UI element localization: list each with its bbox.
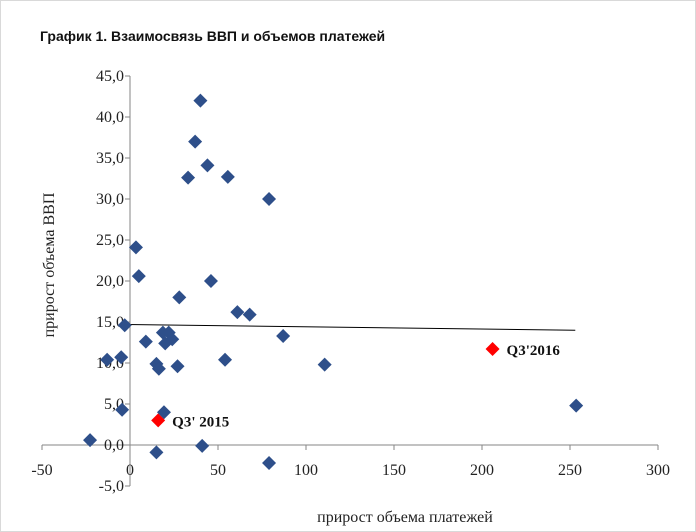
highlight-point [151,413,166,428]
chart-title: График 1. Взаимосвязь ВВП и объемов плат… [40,28,385,44]
trendline [124,323,576,331]
point [170,359,185,374]
x-tick-label: 0 [126,462,134,479]
point [156,405,171,420]
y-tick-label: 25,0 [96,232,124,249]
y-tick-label: 15,0 [96,314,124,331]
point [149,445,164,460]
point [276,328,291,343]
annotation: Q3' 2015 [172,414,229,430]
y-tick-label: 0,0 [104,437,124,454]
y-tick-label: 45,0 [96,68,124,85]
point [165,332,180,347]
point [242,307,257,322]
y-tick-label: 35,0 [96,150,124,167]
y-tick-label: -5,0 [99,478,124,495]
point [117,318,132,333]
point [172,290,187,305]
y-tick-label: 20,0 [96,273,124,290]
highlight-point [485,342,500,357]
x-tick-label: 100 [294,462,318,479]
x-axis-title: прирост объема платежей [317,509,493,526]
point [115,402,130,417]
annotation: Q3'2016 [507,343,561,359]
point [193,93,208,108]
x-tick-label: 200 [470,462,494,479]
x-tick-label: 150 [382,462,406,479]
point [128,240,143,255]
y-tick-label: 40,0 [96,109,124,126]
point [138,334,153,349]
point [181,170,196,185]
point [218,352,233,367]
x-tick-label: 50 [210,462,226,479]
y-axis-title: прирост объема ВВП [41,192,58,337]
point [262,192,277,206]
point [188,134,203,149]
point [203,274,218,288]
point [151,361,166,376]
point [230,305,245,320]
point [220,169,235,184]
x-tick-label: 250 [558,462,582,479]
x-tick-label: -50 [31,462,52,479]
point [262,456,277,471]
point [195,438,210,453]
point [200,158,215,173]
point [131,269,146,284]
point [100,352,115,367]
point [569,398,584,413]
point [114,350,129,365]
point [317,357,332,372]
y-tick-label: 30,0 [96,191,124,208]
point [83,433,98,448]
x-tick-label: 300 [646,462,670,479]
